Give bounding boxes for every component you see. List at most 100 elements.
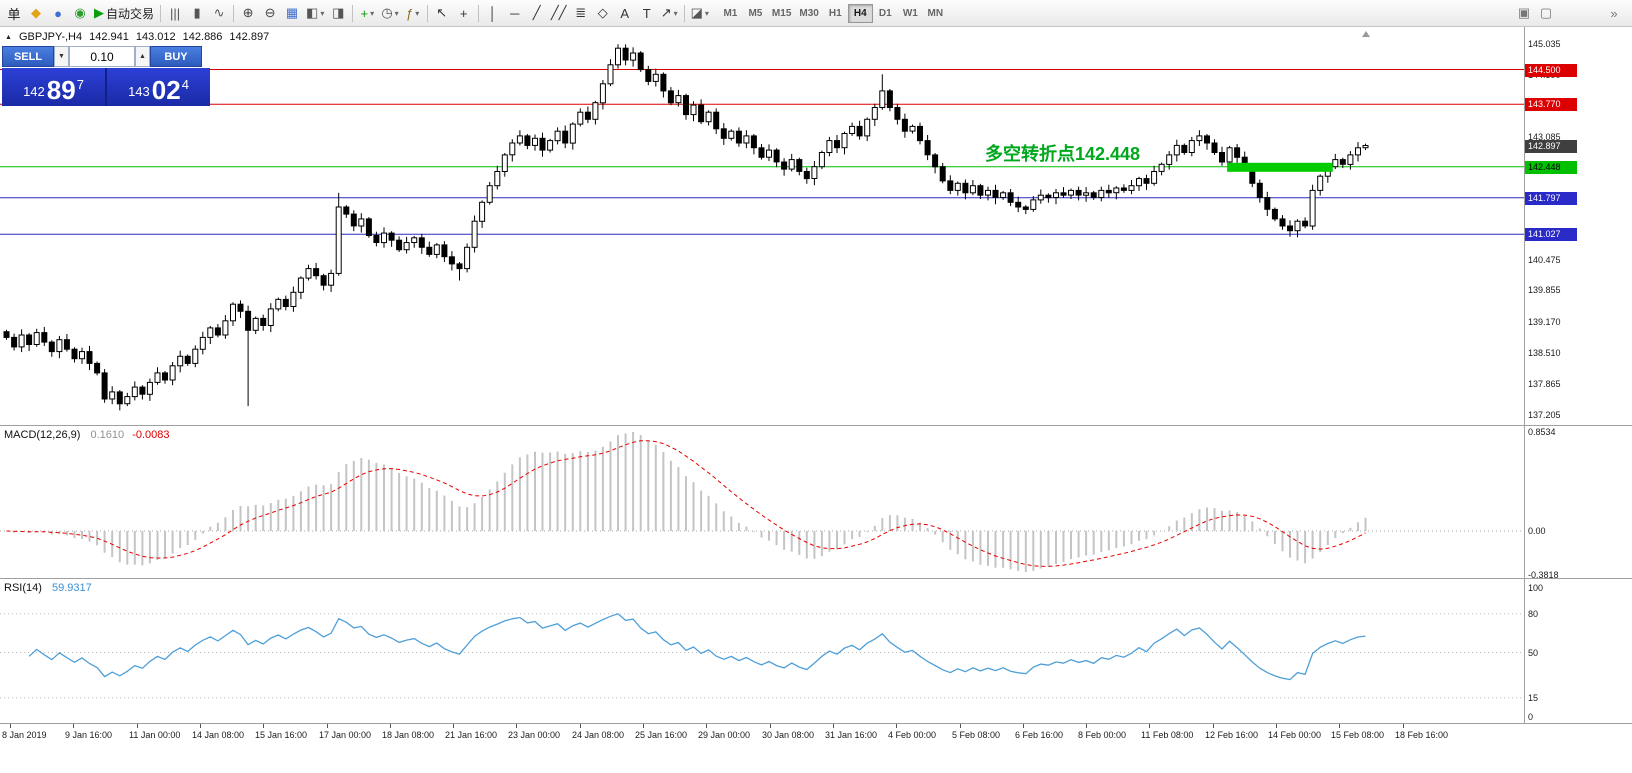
time-axis-tick — [1213, 724, 1214, 728]
profiles-icon[interactable]: ◷ ▾ — [378, 3, 401, 23]
profiles-icon-glyph: ◷ — [381, 5, 393, 20]
text-label-icon[interactable]: T — [636, 3, 658, 23]
sell-price-display[interactable]: 142 89 7 — [2, 68, 105, 106]
time-axis-tick — [200, 724, 201, 728]
autoscroll-marker-icon[interactable] — [1362, 31, 1370, 37]
timeframe-button-mn[interactable]: MN — [927, 7, 944, 19]
indicators-icon[interactable]: ƒ ▾ — [402, 3, 424, 23]
time-axis[interactable]: 8 Jan 2019 9 Jan 16:00 11 Jan 00:00 14 Jan … — [0, 723, 1632, 749]
horizontal-line-icon[interactable]: ─ — [504, 3, 526, 23]
symbols-icon[interactable]: ◆ — [25, 3, 47, 23]
macd-label: MACD(12,26,9) 0.1610 -0.0083 — [4, 429, 170, 441]
dock-window-icon[interactable]: ▣ — [1513, 3, 1535, 23]
trendline-icon[interactable]: ╱ — [526, 3, 548, 23]
collapse-quote-icon[interactable]: ▲ — [5, 33, 12, 41]
buy-button[interactable]: BUY — [150, 46, 202, 67]
line-chart-icon-glyph: ∿ — [213, 5, 225, 20]
time-axis-label: 15 Feb 08:00 — [1331, 730, 1385, 740]
time-axis-tick — [327, 724, 328, 728]
dropdown-arrow-icon: ▾ — [415, 8, 420, 18]
vertical-line-icon[interactable]: │ — [482, 3, 504, 23]
zoom-out-icon-glyph: ⊖ — [264, 5, 276, 20]
market-watch-icon[interactable]: ● — [47, 3, 69, 23]
text-icon[interactable]: A — [614, 3, 636, 23]
current-price-tag: 142.897 — [1525, 140, 1577, 153]
timeframe-button-h1[interactable]: H1 — [828, 7, 842, 19]
trendline-icon-glyph: ╱ — [532, 5, 541, 20]
new-chart-icon[interactable]: + ▾ — [356, 3, 378, 23]
price-axis[interactable]: 145.035144.390143.085140.475139.855139.1… — [1525, 27, 1632, 723]
styles-icon[interactable]: ◪ ▾ — [688, 3, 712, 23]
buy-price-prefix: 143 — [128, 84, 150, 99]
timeframe-button-m1[interactable]: M1 — [723, 7, 738, 19]
zoom-in-icon[interactable]: ⊕ — [237, 3, 259, 23]
timeframe-button-m5[interactable]: M5 — [748, 7, 763, 19]
price-axis-tick: 139.170 — [1528, 317, 1561, 327]
bar-chart-icon[interactable]: ||| — [164, 3, 186, 23]
time-axis-tick — [263, 724, 264, 728]
fibonacci-icon[interactable]: ≣ — [570, 3, 592, 23]
toolbar-overflow-icon[interactable]: » — [1603, 3, 1625, 23]
panel-splitter-rsi[interactable] — [0, 578, 1632, 579]
time-axis-label: 9 Jan 16:00 — [65, 730, 113, 740]
cursor-icon[interactable]: ↖ — [431, 3, 453, 23]
rsi-title: RSI(14) — [4, 582, 42, 594]
crosshair-icon[interactable]: + — [453, 3, 475, 23]
time-axis-tick — [1339, 724, 1340, 728]
macd-main-value: 0.1610 — [90, 429, 125, 441]
candlestick-chart-icon[interactable]: ▮ — [186, 3, 208, 23]
zoom-out-icon[interactable]: ⊖ — [259, 3, 281, 23]
timeframe-button-w1[interactable]: W1 — [902, 7, 918, 19]
float-window-icon[interactable]: ▢ — [1535, 3, 1557, 23]
timeframe-button-m15[interactable]: M15 — [771, 7, 792, 19]
time-axis-tick — [960, 724, 961, 728]
time-axis-tick — [73, 724, 74, 728]
time-axis-tick — [10, 724, 11, 728]
panel-splitter-macd[interactable] — [0, 425, 1632, 426]
timeframe-button-h4[interactable]: H4 — [847, 3, 873, 23]
volume-increase-button[interactable]: ▲ — [135, 46, 150, 67]
autotrading-label: 自动交易 — [106, 6, 155, 21]
one-click-trading-panel: SELL ▼ ▲ BUY 142 89 7 143 02 4 — [2, 46, 210, 106]
rsi-axis-tick: 15 — [1528, 693, 1539, 703]
macd-panel-canvas[interactable] — [0, 426, 1524, 578]
channel-icon[interactable]: ╱╱ — [548, 3, 570, 23]
time-axis-label: 31 Jan 16:00 — [825, 730, 878, 740]
price-divider — [105, 68, 107, 106]
toolbar-separator — [477, 4, 479, 22]
time-axis-label: 15 Jan 16:00 — [255, 730, 308, 740]
time-axis-label: 11 Feb 08:00 — [1141, 730, 1194, 740]
buy-price-display[interactable]: 143 02 4 — [107, 68, 210, 106]
line-chart-icon[interactable]: ∿ — [208, 3, 230, 23]
price-axis-tick: 140.475 — [1528, 255, 1561, 265]
volume-decrease-button[interactable]: ▼ — [54, 46, 69, 67]
timeframe-button-d1[interactable]: D1 — [878, 7, 892, 19]
main-chart-canvas[interactable] — [0, 27, 1524, 425]
text-icon-glyph: A — [620, 5, 630, 21]
macd-title: MACD(12,26,9) — [4, 429, 81, 441]
volume-input[interactable] — [69, 46, 135, 67]
rsi-axis-tick: 0 — [1528, 712, 1534, 722]
rsi-panel-canvas[interactable] — [0, 579, 1524, 723]
autotrading-button[interactable]: ▶ 自动交易 — [91, 3, 157, 23]
text-label-icon-glyph: T — [642, 5, 651, 21]
time-axis-tick — [1403, 724, 1404, 728]
price-axis-tick: 145.035 — [1528, 39, 1561, 49]
macd-axis-tick: -0.3818 — [1528, 570, 1559, 580]
cascade-windows-icon[interactable]: ◧ ▾ — [303, 3, 327, 23]
data-window-icon[interactable]: ◉ — [69, 3, 91, 23]
shapes-icon-glyph: ◇ — [597, 5, 608, 20]
arrows-icon[interactable]: ↗ ▾ — [658, 3, 681, 23]
sell-button[interactable]: SELL — [2, 46, 54, 67]
time-axis-label: 25 Jan 16:00 — [635, 730, 688, 740]
arrows-icon-glyph: ↗ — [660, 5, 672, 20]
timeframe-button-m30[interactable]: M30 — [799, 7, 819, 19]
time-axis-tick — [137, 724, 138, 728]
crosshair-icon-glyph: + — [459, 5, 468, 21]
shapes-icon[interactable]: ◇ — [592, 3, 614, 23]
time-axis-tick — [580, 724, 581, 728]
tile-windows-icon[interactable]: ▦ — [281, 3, 303, 23]
new-order-button[interactable]: 单 — [3, 3, 25, 23]
arrange-windows-icon[interactable]: ◨ — [327, 3, 349, 23]
rsi-axis-tick: 80 — [1528, 609, 1539, 619]
